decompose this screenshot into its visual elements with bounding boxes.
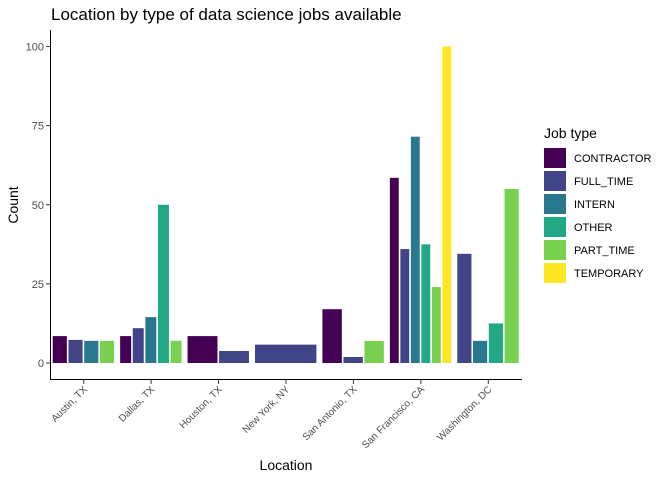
y-tick-label: 75 [32,121,44,133]
bar-other [421,244,431,363]
bar-part-time [99,340,115,363]
legend: Job type CONTRACTOR FULL_TIME INTERN OTHER P… [544,125,651,283]
legend-swatch [544,217,566,237]
x-tick-label: Austin, TX [50,384,91,425]
y-axis-title: Count [5,186,21,223]
bar-full-time [457,253,472,363]
x-tick-label: San Antonio, TX [301,384,360,443]
bar-full-time [219,350,249,363]
bar-temporary [442,46,452,363]
x-tick-label: San Francisco, CA [360,384,427,451]
x-tick-label: New York, NY [241,384,293,436]
bar-full-time [255,344,317,363]
y-tick-label: 100 [26,42,44,54]
bar-intern [145,317,157,363]
legend-swatch [544,194,566,214]
legend-swatch [544,148,566,168]
bar-full-time [132,328,144,363]
bar-contractor [389,177,399,363]
bar-intern [410,136,420,363]
x-tick-label: Houston, TX [178,384,225,431]
bars-layer [52,46,519,363]
bar-intern [84,340,99,363]
chart-title: Location by type of data science jobs av… [51,5,402,24]
legend-label: FULL_TIME [574,176,633,188]
x-ticks: Austin, TX Dallas, TX Houston, TX New York,… [50,380,494,451]
y-tick-label: 50 [32,200,44,212]
bar-full-time [68,339,83,363]
bar-contractor [52,336,67,363]
bar-part-time [364,340,384,363]
bar-part-time [504,188,519,363]
bar-other [488,323,503,363]
bar-part-time [431,287,441,363]
y-tick-label: 0 [38,358,44,370]
legend-label: TEMPORARY [574,268,644,280]
bar-full-time [400,249,410,363]
bar-contractor [322,309,342,363]
y-ticks: 0 25 50 75 100 [26,42,50,370]
legend-title: Job type [544,125,597,141]
y-tick-label: 25 [32,279,44,291]
bar-full-time [343,356,363,363]
bar-part-time [170,340,182,363]
bar-intern [473,340,488,363]
legend-label: OTHER [574,222,613,234]
bar-contractor [120,336,132,363]
legend-swatch [544,263,566,283]
x-tick-label: Dallas, TX [117,384,157,424]
bar-contractor [187,336,218,363]
legend-label: INTERN [574,199,615,211]
legend-swatch [544,240,566,260]
bar-other [157,204,169,363]
x-tick-label: Washington, DC [435,384,494,443]
legend-swatch [544,171,566,191]
legend-label: PART_TIME [574,245,635,257]
x-axis-title: Location [260,457,313,473]
legend-label: CONTRACTOR [574,153,651,165]
